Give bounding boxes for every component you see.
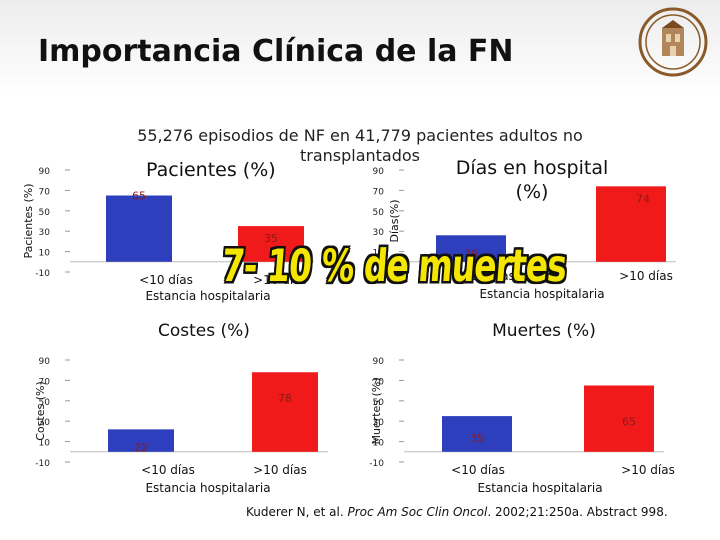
y-tick-label: 50	[373, 208, 385, 218]
x-category-label: >10 días	[621, 463, 675, 477]
chart-muertes: Muertes (%) Muertes (%) -10 10 30 50 70 90 35 65 <…	[369, 321, 675, 495]
citation: Kuderer N, et al. Proc Am Soc Clin Oncol…	[246, 505, 668, 519]
y-tick-label: 50	[39, 398, 51, 408]
university-seal-logo	[638, 7, 708, 77]
data-label-0: 22	[134, 441, 148, 454]
chart-title: Costes (%)	[158, 321, 250, 341]
bar-1	[238, 226, 304, 262]
y-tick-label: -10	[35, 459, 50, 469]
data-label-0: 35	[470, 432, 484, 445]
x-category-label: <10 días	[461, 269, 515, 283]
bar-1	[596, 186, 666, 262]
y-tick-label: 70	[373, 187, 385, 197]
y-tick-label: 30	[39, 418, 51, 428]
data-label-1: 35	[264, 232, 278, 245]
x-category-label: >10 días	[253, 273, 307, 287]
citation-authors: Kuderer N, et al.	[246, 505, 344, 519]
bar-0	[436, 235, 506, 262]
data-label-1: 78	[278, 392, 292, 405]
y-tick-label: 10	[39, 249, 51, 259]
chart-title-line-2: (%)	[516, 181, 549, 203]
citation-rest: . 2002;21:250a. Abstract 998.	[487, 505, 668, 519]
bar-0	[442, 416, 512, 452]
x-axis-label: Estancia hospitalaria	[479, 287, 604, 301]
x-category-label: <10 días	[139, 273, 193, 287]
y-axis-label: Días(%)	[388, 199, 401, 242]
y-tick-label: 10	[373, 249, 385, 259]
data-label-1: 65	[622, 416, 636, 429]
x-category-label: <10 días	[141, 463, 195, 477]
chart-costes: Costes (%) Costes (%) -10 10 30 50 70 90 22 78 <10…	[34, 321, 328, 495]
bar-1	[584, 385, 654, 452]
data-label-1: 74	[636, 192, 650, 205]
y-tick-label: 50	[373, 398, 385, 408]
chart-title: Pacientes (%)	[146, 159, 276, 181]
y-tick-label: 70	[39, 377, 51, 387]
chart-panel-muertes: Muertes (%) Muertes (%) -10 10 30 50 70 90 35 65 <…	[356, 310, 686, 500]
y-tick-label: 10	[39, 439, 51, 449]
y-axis-label: Muertes (%)	[370, 377, 383, 444]
bar-1	[252, 372, 318, 452]
x-category-label: >10 días	[253, 463, 307, 477]
x-axis-label: Estancia hospitalaria	[145, 481, 270, 495]
y-tick-label: 90	[39, 167, 51, 177]
y-axis-label: Pacientes (%)	[22, 183, 35, 258]
y-tick-label: -10	[369, 459, 384, 469]
bar-0	[106, 195, 172, 262]
y-tick-label: 30	[373, 228, 385, 238]
chart-panel-pacientes: Pacientes (%) Pacientes (%) -10 10 30 50 70 90 6…	[18, 150, 348, 310]
chart-title: Muertes (%)	[492, 321, 596, 341]
y-tick-label: 30	[39, 228, 51, 238]
chart-title: Días en hospital	[456, 157, 609, 179]
page-title: Importancia Clínica de la FN	[38, 34, 514, 69]
citation-journal: Proc Am Soc Clin Oncol	[347, 505, 488, 519]
chart-dias-hospital: Días en hospital(%) Días(%)10 30 50 70 90 26 74…	[373, 157, 676, 301]
x-category-label: >10 días	[619, 269, 673, 283]
chart-panel-costes: Costes (%) Costes (%) -10 10 30 50 70 90 22 78 <10…	[18, 310, 348, 500]
x-category-label: <10 días	[451, 463, 505, 477]
y-tick-label: 90	[373, 357, 385, 367]
x-axis-label: Estancia hospitalaria	[145, 289, 270, 303]
x-axis-label: Estancia hospitalaria	[477, 481, 602, 495]
chart-pacientes: Pacientes (%) Pacientes (%) -10 10 30 50 70 90 6…	[22, 159, 314, 303]
y-tick-label: 90	[39, 357, 51, 367]
data-label-0: 26	[464, 247, 478, 260]
chart-panel-dias: Días en hospital (%) Días(%) 10 30 50 70 90 26 74…	[356, 150, 686, 310]
y-axis-label: Costes (%)	[34, 381, 47, 441]
overlay-mortality-text: 7- 10 % de muertes	[219, 239, 568, 292]
y-tick-label: 10	[373, 439, 385, 449]
y-tick-label: 90	[373, 167, 385, 177]
y-tick-label: -10	[35, 269, 50, 279]
y-tick-label: 70	[39, 187, 51, 197]
y-tick-label: 30	[373, 418, 385, 428]
bar-0	[108, 429, 174, 452]
y-tick-label: 50	[39, 208, 51, 218]
data-label-0: 65	[132, 190, 146, 203]
subtitle: 55,276 episodios de NF en 41,779 pacient…	[137, 126, 583, 165]
y-tick-label: 70	[373, 377, 385, 387]
